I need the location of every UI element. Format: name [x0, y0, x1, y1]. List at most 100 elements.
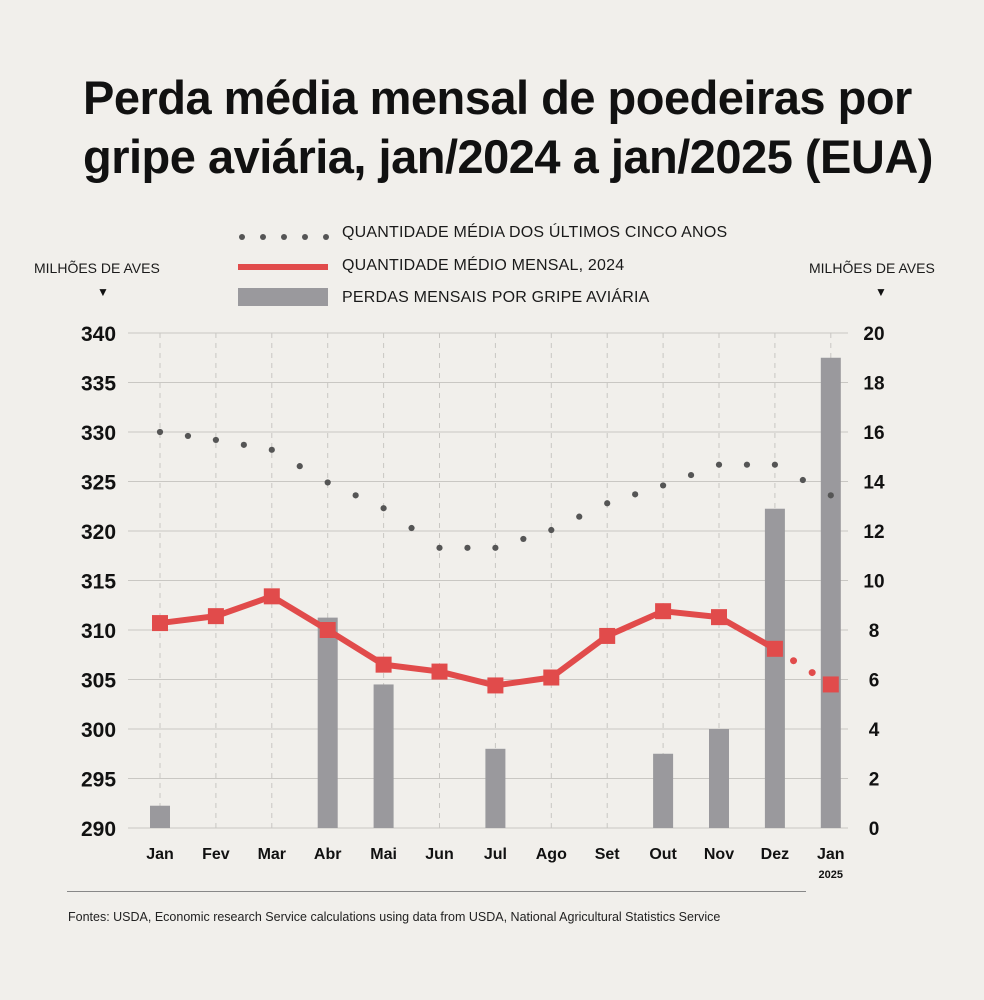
- avg-point: [604, 500, 610, 506]
- bar: [765, 509, 785, 828]
- right-tick-label: 0: [869, 819, 880, 840]
- monthly-marker: [376, 657, 392, 673]
- avg-point-between: [353, 492, 359, 498]
- monthly-marker: [208, 608, 224, 624]
- right-axis-label: MILHÕES DE AVES: [809, 260, 935, 276]
- right-tick-label: 18: [863, 374, 884, 395]
- avg-point: [492, 545, 498, 551]
- x-tick-label: Abr: [314, 846, 342, 863]
- left-tick-label: 315: [81, 571, 116, 594]
- monthly-marker: [432, 664, 448, 680]
- bar: [374, 684, 394, 828]
- avg-point-between: [744, 462, 750, 468]
- avg-point-between: [297, 463, 303, 469]
- legend-label-losses: PERDAS MENSAIS POR GRIPE AVIÁRIA: [342, 289, 650, 307]
- monthly-marker: [487, 677, 503, 693]
- monthly-line-dotted-point: [790, 657, 797, 664]
- avg-point: [269, 447, 275, 453]
- bar: [150, 806, 170, 828]
- right-tick-label: 12: [863, 522, 884, 543]
- avg-point: [381, 505, 387, 511]
- bar-series: [150, 358, 841, 828]
- left-tick-label: 340: [81, 323, 116, 346]
- avg-point: [772, 462, 778, 468]
- avg-point: [548, 527, 554, 533]
- legend-dot: [281, 234, 287, 240]
- x-tick-label: Mai: [370, 846, 397, 863]
- x-tick-sublabel: 2025: [819, 869, 843, 881]
- monthly-marker: [152, 615, 168, 631]
- bar: [318, 618, 338, 828]
- legend-dot: [323, 234, 329, 240]
- x-tick-label: Ago: [536, 846, 567, 863]
- avg-point: [660, 482, 666, 488]
- x-axis-ticks: Jan Fev Mar Abr Mai Jun Jul Ago Set Out Nov Dez Jan 2…: [146, 846, 844, 881]
- left-tick-label: 305: [81, 670, 116, 693]
- right-tick-label: 10: [863, 572, 884, 593]
- monthly-marker: [543, 670, 559, 686]
- avg-point: [716, 462, 722, 468]
- left-axis-label: MILHÕES DE AVES: [34, 260, 160, 276]
- avg-point: [436, 545, 442, 551]
- x-tick-label: Jun: [425, 846, 453, 863]
- bar: [821, 358, 841, 828]
- legend-dot: [302, 234, 308, 240]
- left-tick-label: 320: [81, 521, 116, 544]
- monthly-marker: [264, 588, 280, 604]
- monthly-marker: [655, 603, 671, 619]
- x-tick-label: Set: [595, 846, 621, 863]
- x-tick-label: Nov: [704, 846, 734, 863]
- legend-dotted-swatch: [239, 234, 329, 240]
- avg-point-between: [464, 545, 470, 551]
- avg-point-between: [632, 491, 638, 497]
- left-axis-ticks: 290 295 300 305 310 315 320 325 330 335 340: [81, 323, 116, 841]
- left-tick-label: 310: [81, 620, 116, 643]
- avg-point-between: [800, 477, 806, 483]
- x-tick-label: Dez: [761, 846, 789, 863]
- avg-point-between: [576, 514, 582, 520]
- left-tick-label: 290: [81, 818, 116, 841]
- source-note: Fontes: USDA, Economic research Service …: [68, 910, 720, 924]
- right-tick-label: 8: [869, 621, 880, 642]
- legend-bar-swatch: [238, 288, 328, 306]
- legend-dot: [260, 234, 266, 240]
- monthly-line-dotted-point: [809, 669, 816, 676]
- legend-dot: [239, 234, 245, 240]
- avg-point-between: [185, 433, 191, 439]
- avg-point: [828, 492, 834, 498]
- left-axis-arrow-icon: ▼: [97, 285, 109, 299]
- avg-point-between: [520, 536, 526, 542]
- avg-point-between: [241, 442, 247, 448]
- source-divider: [67, 891, 806, 892]
- avg-point: [213, 437, 219, 443]
- legend-red-line-swatch: [238, 264, 328, 270]
- right-tick-label: 14: [863, 473, 885, 494]
- right-axis-ticks: 0 2 4 6 8 10 12 14 16 18 20: [863, 324, 885, 840]
- x-tick-label: Fev: [202, 846, 230, 863]
- left-tick-label: 330: [81, 422, 116, 445]
- right-tick-label: 6: [869, 671, 880, 692]
- right-tick-label: 2: [869, 770, 880, 791]
- bar: [653, 754, 673, 828]
- right-axis-arrow-icon: ▼: [875, 285, 887, 299]
- avg-point-between: [688, 472, 694, 478]
- monthly-marker: [320, 622, 336, 638]
- left-tick-label: 295: [81, 769, 116, 792]
- monthly-line: [160, 596, 775, 685]
- right-tick-label: 4: [869, 720, 880, 741]
- monthly-marker: [823, 676, 839, 692]
- x-tick-label: Jan: [817, 846, 845, 863]
- chart-svg: 290295300305310315320325330335340 024681…: [0, 0, 984, 1000]
- x-tick-label: Jul: [484, 846, 507, 863]
- right-tick-label: 20: [863, 324, 884, 345]
- x-tick-label: Mar: [258, 846, 286, 863]
- avg-point: [157, 429, 163, 435]
- avg-point: [325, 479, 331, 485]
- bar: [485, 749, 505, 828]
- monthly-marker: [711, 609, 727, 625]
- legend-label-avg5: QUANTIDADE MÉDIA DOS ÚLTIMOS CINCO ANOS: [342, 224, 727, 242]
- left-tick-label: 335: [81, 373, 116, 396]
- monthly-marker: [767, 641, 783, 657]
- x-tick-label: Out: [649, 846, 677, 863]
- left-tick-label: 300: [81, 719, 116, 742]
